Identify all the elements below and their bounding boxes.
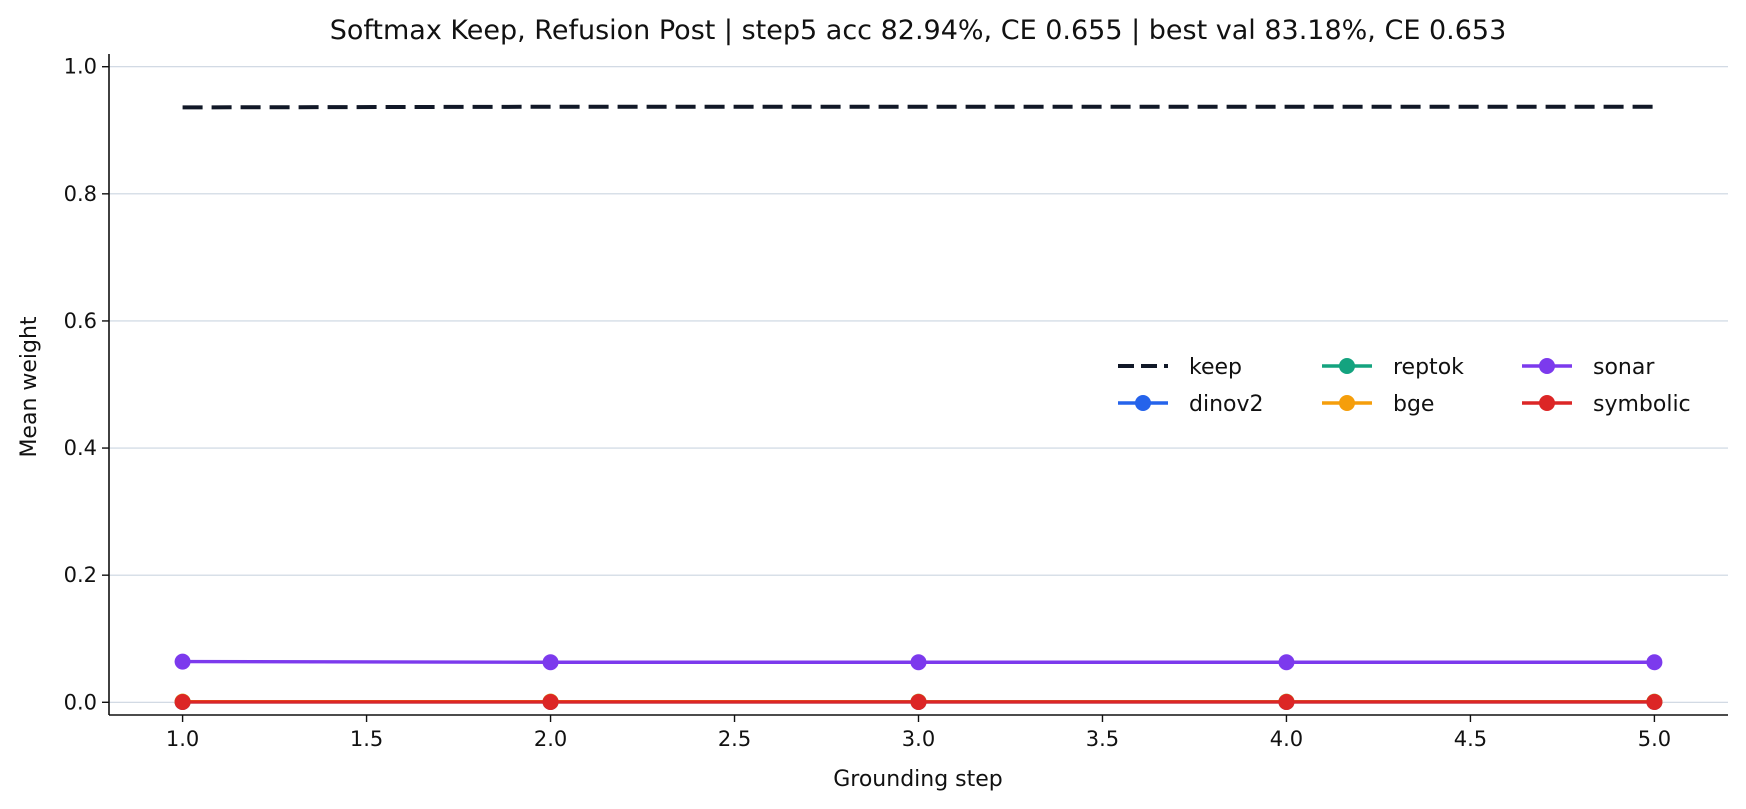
x-axis-label: Grounding step — [833, 767, 1003, 792]
data-point-symbolic — [1646, 693, 1663, 710]
data-point-symbolic — [174, 693, 191, 710]
legend-marker-sonar — [1539, 358, 1555, 374]
data-point-sonar — [910, 654, 927, 671]
x-tick-label: 3.5 — [1086, 727, 1119, 751]
grid-layer — [109, 66, 1728, 703]
data-point-sonar — [1278, 654, 1295, 671]
series-line-keep — [182, 104, 1655, 110]
chart-title: Softmax Keep, Refusion Post | step5 acc … — [330, 15, 1507, 46]
y-tick-label: 0.6 — [64, 309, 97, 333]
x-tick-label: 2.5 — [718, 727, 751, 751]
data-point-sonar — [1646, 654, 1663, 671]
x-tick-label: 2.0 — [534, 727, 567, 751]
legend-label-sonar: sonar — [1593, 355, 1655, 380]
y-tick-label: 0.8 — [64, 182, 97, 206]
legend-item-dinov2: dinov2 — [1118, 392, 1264, 417]
series-layer — [174, 104, 1663, 710]
y-tick-label: 0.4 — [64, 436, 97, 460]
legend-item-keep: keep — [1118, 355, 1242, 380]
data-point-symbolic — [910, 693, 927, 710]
x-tick-label: 4.5 — [1454, 727, 1487, 751]
legend-item-bge: bge — [1322, 392, 1434, 417]
legend: keep dinov2 reptok bge sonar symbolic — [1118, 355, 1691, 417]
legend-label-keep: keep — [1189, 355, 1242, 380]
legend-label-reptok: reptok — [1393, 355, 1464, 380]
legend-marker-bge — [1339, 395, 1355, 411]
legend-item-sonar: sonar — [1522, 355, 1655, 380]
data-point-sonar — [174, 653, 191, 670]
legend-item-reptok: reptok — [1322, 355, 1464, 380]
legend-label-symbolic: symbolic — [1593, 392, 1691, 417]
x-tick-label: 1.5 — [350, 727, 383, 751]
axes-layer — [108, 54, 1728, 716]
legend-marker-symbolic — [1539, 395, 1555, 411]
y-axis-label: Mean weight — [17, 316, 42, 457]
y-tick-label: 0.0 — [64, 690, 97, 714]
x-tick-label: 1.0 — [166, 727, 199, 751]
x-tick-label: 3.0 — [902, 727, 935, 751]
legend-item-symbolic: symbolic — [1522, 392, 1691, 417]
legend-marker-dinov2 — [1135, 395, 1151, 411]
y-tick-label: 1.0 — [64, 55, 97, 79]
ticks-layer: 0.0 0.2 0.4 0.6 0.8 1.0 1.0 1.5 2.0 2.5 3.0 3.5 4.0 4… — [64, 55, 1672, 751]
x-tick-label: 4.0 — [1270, 727, 1303, 751]
data-point-sonar — [542, 654, 559, 671]
legend-label-bge: bge — [1393, 392, 1434, 417]
x-tick-label: 5.0 — [1638, 727, 1671, 751]
y-tick-label: 0.2 — [64, 563, 97, 587]
data-point-symbolic — [542, 693, 559, 710]
data-point-symbolic — [1278, 693, 1295, 710]
legend-label-dinov2: dinov2 — [1189, 392, 1264, 417]
legend-marker-reptok — [1339, 358, 1355, 374]
